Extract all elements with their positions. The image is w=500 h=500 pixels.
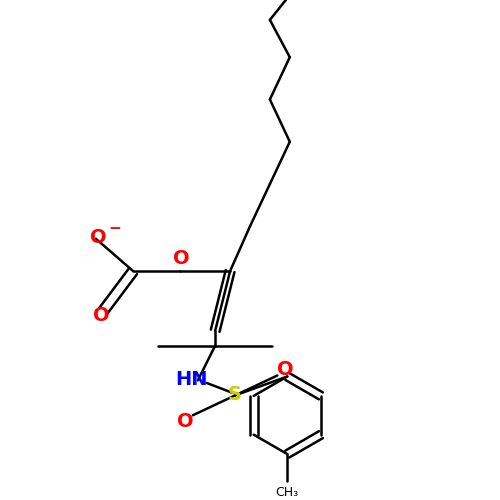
Text: O: O — [90, 228, 106, 246]
Text: O: O — [94, 306, 110, 326]
Text: HN: HN — [176, 370, 208, 389]
Text: CH₃: CH₃ — [276, 486, 299, 499]
Text: O: O — [277, 360, 293, 379]
Text: S: S — [228, 386, 242, 404]
Text: O: O — [176, 412, 193, 431]
Text: −: − — [108, 222, 121, 236]
Text: O: O — [173, 249, 190, 268]
